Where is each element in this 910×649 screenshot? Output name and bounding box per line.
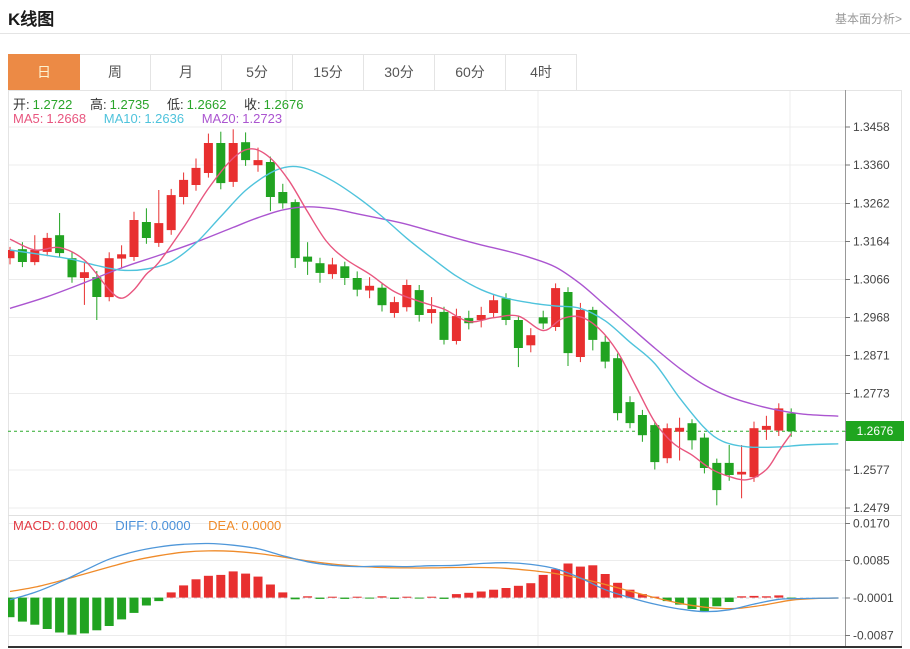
page-title: K线图 bbox=[8, 10, 55, 29]
open-label: 开: bbox=[13, 97, 30, 112]
candlestick-chart: 1.3458 1.3360 1.3262 1.3164 1.3066 1.2968 1.28… bbox=[8, 90, 902, 648]
ma5-value: 1.2668 bbox=[46, 111, 87, 126]
svg-text:0.0170: 0.0170 bbox=[853, 516, 890, 530]
svg-text:1.2773: 1.2773 bbox=[853, 387, 890, 401]
close-label: 收: bbox=[244, 97, 261, 112]
svg-text:1.3164: 1.3164 bbox=[853, 234, 890, 248]
ma10-line bbox=[9, 165, 839, 449]
ma20-label: MA20: bbox=[201, 111, 240, 126]
dea-value: 0.0000 bbox=[241, 518, 282, 533]
diff-value: 0.0000 bbox=[150, 518, 191, 533]
high-value: 1.2735 bbox=[109, 97, 150, 112]
ma20-value: 1.2723 bbox=[242, 111, 283, 126]
svg-text:1.2479: 1.2479 bbox=[853, 501, 890, 515]
diff-line bbox=[9, 542, 839, 613]
interval-tabs: 日 周 月 5分 15分 30分 60分 4时 bbox=[8, 54, 577, 90]
macd-legend: MACD: 0.0000 DIFF: 0.0000 DEA: 0.0000 bbox=[13, 518, 284, 533]
tab-month[interactable]: 月 bbox=[151, 54, 222, 90]
macd-histogram bbox=[8, 563, 796, 635]
svg-text:1.3458: 1.3458 bbox=[853, 120, 890, 134]
svg-text:1.2577: 1.2577 bbox=[853, 463, 890, 477]
svg-text:1.2871: 1.2871 bbox=[853, 348, 890, 362]
ma5-line bbox=[9, 148, 792, 481]
open-value: 1.2722 bbox=[32, 97, 73, 112]
close-value: 1.2676 bbox=[263, 97, 304, 112]
chart-area: 1.3458 1.3360 1.3262 1.3164 1.3066 1.2968 1.28… bbox=[8, 90, 904, 648]
ma5-label: MA5: bbox=[13, 111, 44, 126]
ma-legend: MA5: 1.2668 MA10: 1.2636 MA20: 1.2723 bbox=[13, 111, 285, 126]
svg-text:1.3066: 1.3066 bbox=[853, 273, 890, 287]
chart-frame bbox=[8, 90, 902, 648]
header-divider bbox=[0, 33, 910, 34]
macd-value: 0.0000 bbox=[57, 518, 98, 533]
fundamental-analysis-link[interactable]: 基本面分析> bbox=[834, 12, 902, 26]
macd-label: MACD: bbox=[13, 518, 55, 533]
svg-text:-0.0001: -0.0001 bbox=[853, 591, 894, 605]
ma10-label: MA10: bbox=[103, 111, 142, 126]
candles-group bbox=[8, 129, 796, 506]
svg-text:1.3360: 1.3360 bbox=[853, 158, 890, 172]
high-label: 高: bbox=[90, 97, 107, 112]
ohlc-legend: 开: 1.2722 高: 1.2735 低: 1.2662 收: 1.2676 bbox=[13, 94, 306, 113]
tab-15min[interactable]: 15分 bbox=[293, 54, 364, 90]
dea-label: DEA: bbox=[208, 518, 239, 533]
dea-line bbox=[9, 550, 839, 610]
grid-lines bbox=[8, 91, 845, 646]
svg-text:1.3262: 1.3262 bbox=[853, 196, 890, 210]
tab-4hour[interactable]: 4时 bbox=[506, 54, 577, 90]
low-label: 低: bbox=[167, 97, 184, 112]
tab-5min[interactable]: 5分 bbox=[222, 54, 293, 90]
svg-text:0.0085: 0.0085 bbox=[853, 553, 890, 567]
tab-day[interactable]: 日 bbox=[8, 54, 80, 90]
tab-week[interactable]: 周 bbox=[80, 54, 151, 90]
svg-text:-0.0087: -0.0087 bbox=[853, 629, 894, 643]
diff-label: DIFF: bbox=[115, 518, 148, 533]
ma10-value: 1.2636 bbox=[144, 111, 185, 126]
svg-text:1.2968: 1.2968 bbox=[853, 311, 890, 325]
tab-30min[interactable]: 30分 bbox=[364, 54, 435, 90]
tab-60min[interactable]: 60分 bbox=[435, 54, 506, 90]
low-value: 1.2662 bbox=[186, 97, 227, 112]
current-price-badge: 1.2676 bbox=[846, 421, 904, 441]
y-axis-labels: 1.3458 1.3360 1.3262 1.3164 1.3066 1.2968 1.28… bbox=[845, 120, 894, 643]
